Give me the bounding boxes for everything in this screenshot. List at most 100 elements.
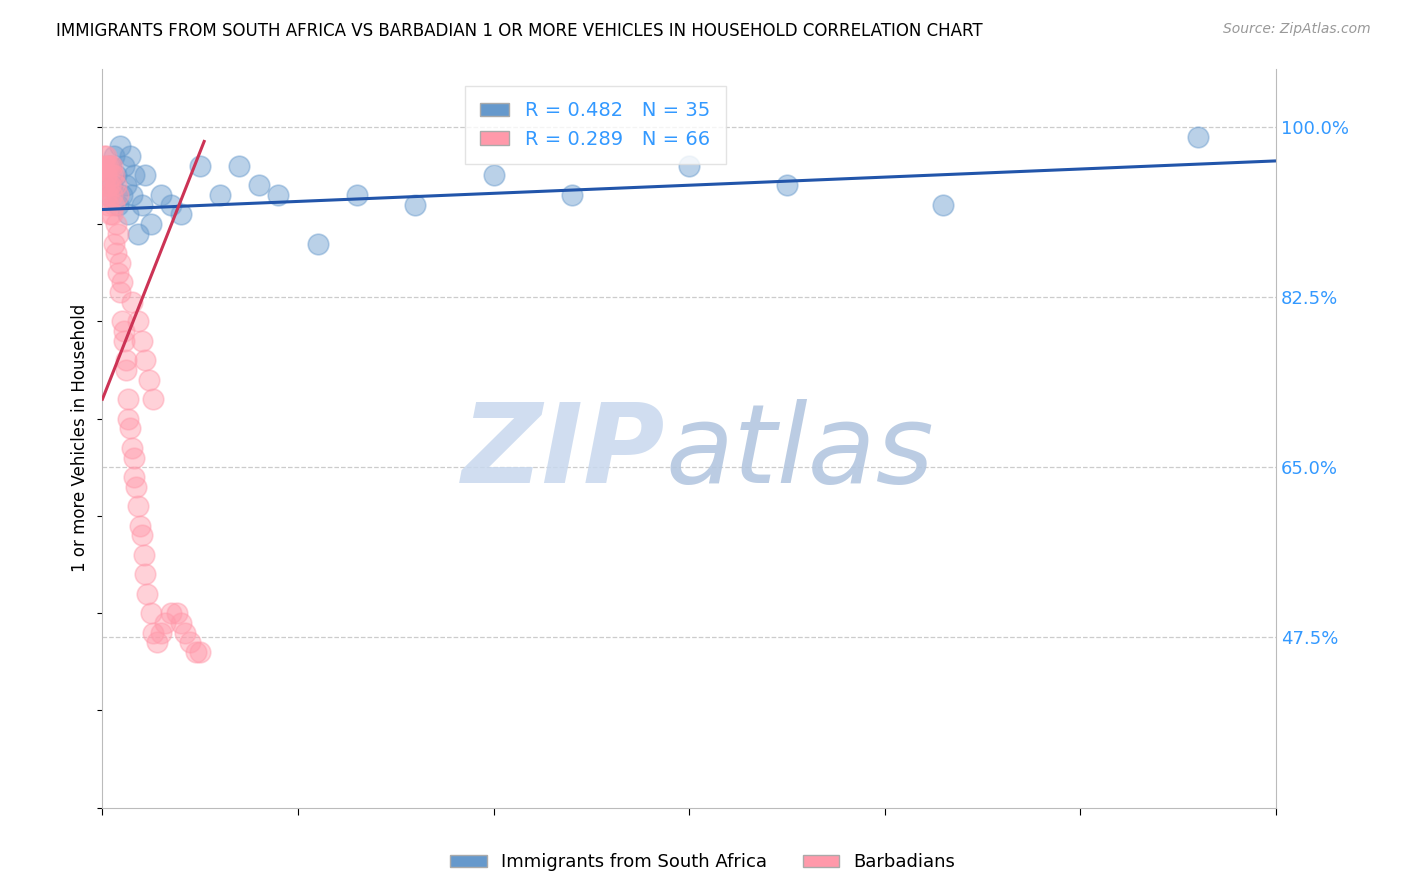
Point [561, 188, 583, 202]
Point [93, 149, 115, 163]
Point [132, 548, 155, 562]
Point [150, 188, 173, 202]
Point [98, 159, 121, 173]
Point [101, 188, 124, 202]
Point [117, 392, 139, 406]
Point [96, 149, 118, 163]
Point [105, 169, 128, 183]
Point [228, 159, 250, 173]
Point [404, 197, 426, 211]
Point [150, 625, 173, 640]
Point [93, 178, 115, 193]
Point [125, 480, 148, 494]
Point [247, 178, 270, 193]
Point [103, 169, 125, 183]
Point [97, 188, 120, 202]
Point [127, 499, 149, 513]
Point [160, 197, 183, 211]
Point [111, 188, 134, 202]
Point [160, 606, 183, 620]
Point [101, 207, 124, 221]
Point [142, 392, 165, 406]
Point [103, 149, 125, 163]
Point [134, 169, 156, 183]
Point [108, 256, 131, 270]
Point [111, 314, 134, 328]
Point [122, 470, 145, 484]
Point [482, 169, 505, 183]
Point [121, 188, 143, 202]
Point [103, 236, 125, 251]
Point [127, 314, 149, 328]
Text: atlas: atlas [665, 400, 935, 507]
Point [93, 159, 115, 173]
Point [98, 178, 121, 193]
Point [136, 587, 159, 601]
Text: Source: ZipAtlas.com: Source: ZipAtlas.com [1223, 22, 1371, 37]
Point [208, 188, 231, 202]
Point [678, 159, 700, 173]
Point [146, 635, 169, 649]
Point [179, 635, 201, 649]
Point [141, 606, 163, 620]
Point [121, 294, 143, 309]
Point [111, 276, 134, 290]
Point [121, 441, 143, 455]
Point [188, 645, 211, 659]
Point [105, 178, 128, 193]
Point [96, 159, 118, 173]
Point [115, 178, 138, 193]
Point [141, 217, 163, 231]
Point [107, 227, 129, 241]
Point [101, 159, 124, 173]
Point [115, 363, 138, 377]
Point [188, 159, 211, 173]
Point [96, 169, 118, 183]
Point [128, 518, 150, 533]
Point [101, 169, 124, 183]
Point [117, 411, 139, 425]
Point [169, 615, 191, 630]
Point [134, 353, 156, 368]
Point [134, 567, 156, 582]
Point [169, 207, 191, 221]
Text: ZIP: ZIP [463, 400, 665, 507]
Point [118, 149, 141, 163]
Point [307, 236, 329, 251]
Point [105, 217, 128, 231]
Point [112, 334, 135, 348]
Point [97, 159, 120, 173]
Point [122, 169, 145, 183]
Point [173, 625, 195, 640]
Point [108, 139, 131, 153]
Point [107, 197, 129, 211]
Point [153, 615, 176, 630]
Y-axis label: 1 or more Vehicles in Household: 1 or more Vehicles in Household [72, 304, 89, 572]
Point [97, 197, 120, 211]
Legend: Immigrants from South Africa, Barbadians: Immigrants from South Africa, Barbadians [443, 847, 963, 879]
Point [131, 334, 153, 348]
Point [108, 285, 131, 300]
Point [115, 353, 138, 368]
Point [186, 645, 208, 659]
Point [101, 178, 124, 193]
Point [138, 373, 160, 387]
Point [112, 324, 135, 338]
Point [97, 178, 120, 193]
Text: IMMIGRANTS FROM SOUTH AFRICA VS BARBADIAN 1 OR MORE VEHICLES IN HOUSEHOLD CORREL: IMMIGRANTS FROM SOUTH AFRICA VS BARBADIA… [56, 22, 983, 40]
Point [117, 207, 139, 221]
Point [932, 197, 955, 211]
Point [346, 188, 368, 202]
Point [107, 266, 129, 280]
Point [122, 450, 145, 465]
Point [96, 188, 118, 202]
Point [1187, 129, 1209, 144]
Point [142, 625, 165, 640]
Point [105, 246, 128, 260]
Legend: R = 0.482   N = 35, R = 0.289   N = 66: R = 0.482 N = 35, R = 0.289 N = 66 [465, 86, 725, 164]
Point [98, 159, 121, 173]
Point [118, 421, 141, 435]
Point [131, 528, 153, 542]
Point [107, 188, 129, 202]
Point [776, 178, 799, 193]
